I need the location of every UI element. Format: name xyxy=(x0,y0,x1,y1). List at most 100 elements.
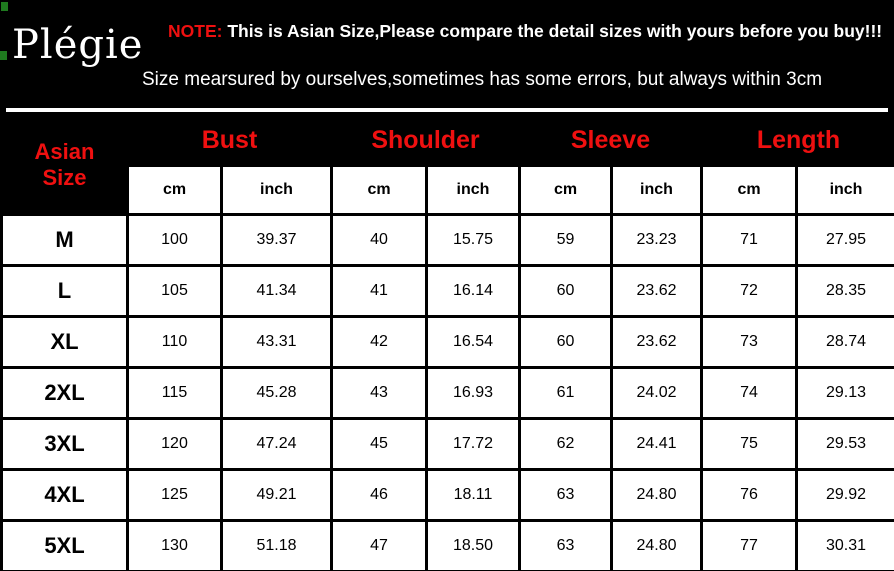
size-table-container: Asian Size Bust Shoulder Sleeve Length c… xyxy=(0,113,894,571)
cell-shoulder-inch: 15.75 xyxy=(425,213,521,267)
cell-shoulder-cm: 42 xyxy=(330,315,428,369)
cell-length-inch: 27.95 xyxy=(794,213,894,267)
header-banner: Plégie NOTE: This is Asian Size,Please c… xyxy=(0,0,894,110)
header-group-bust: Bust xyxy=(126,113,333,167)
cell-bust-cm: 120 xyxy=(126,417,223,471)
cell-length-cm: 72 xyxy=(700,264,798,318)
cell-sleeve-inch: 24.41 xyxy=(610,417,703,471)
cell-sleeve-inch: 23.23 xyxy=(610,213,703,267)
cell-length-inch: 28.35 xyxy=(794,264,894,318)
table-row: XL 110 43.31 42 16.54 60 23.62 73 28.74 xyxy=(0,315,894,369)
cell-sleeve-inch: 23.62 xyxy=(610,315,703,369)
table-header: Asian Size Bust Shoulder Sleeve Length c… xyxy=(0,113,894,216)
header-row-groups: Asian Size Bust Shoulder Sleeve Length xyxy=(0,113,894,216)
header-divider xyxy=(6,108,888,112)
cell-sleeve-inch: 24.80 xyxy=(610,468,703,522)
note-line-2: Size mearsured by ourselves,sometimes ha… xyxy=(142,69,823,90)
cell-sleeve-cm: 62 xyxy=(518,417,613,471)
cell-size-label: 3XL xyxy=(0,417,129,471)
table-row: 3XL 120 47.24 45 17.72 62 24.41 75 29.53 xyxy=(0,417,894,471)
note-keyword: NOTE: xyxy=(168,21,223,41)
header-group-length: Length xyxy=(699,113,894,167)
cell-length-inch: 29.53 xyxy=(794,417,894,471)
header-row-units: cm inch cm inch cm inch cm inch xyxy=(2,164,894,216)
header-unit-bust-cm: cm xyxy=(126,164,223,216)
green-artifact-icon xyxy=(0,51,7,60)
cell-bust-inch: 43.31 xyxy=(220,315,333,369)
header-unit-bust-inch: inch xyxy=(220,164,333,216)
cell-sleeve-inch: 24.80 xyxy=(610,519,703,571)
cell-shoulder-cm: 43 xyxy=(330,366,428,420)
cell-size-label: 4XL xyxy=(0,468,129,522)
cell-shoulder-inch: 16.93 xyxy=(425,366,521,420)
table-row: 4XL 125 49.21 46 18.11 63 24.80 76 29.92 xyxy=(0,468,894,522)
cell-bust-cm: 130 xyxy=(126,519,223,571)
cell-sleeve-inch: 24.02 xyxy=(610,366,703,420)
cell-shoulder-cm: 41 xyxy=(330,264,428,318)
cell-bust-inch: 51.18 xyxy=(220,519,333,571)
header-asian-size-line1: Asian xyxy=(34,138,95,164)
cell-bust-inch: 39.37 xyxy=(220,213,333,267)
cell-length-inch: 28.74 xyxy=(794,315,894,369)
cell-shoulder-cm: 45 xyxy=(330,417,428,471)
cell-size-label: M xyxy=(0,213,129,267)
header-unit-shoulder-cm: cm xyxy=(330,164,428,216)
note-line-1-text: This is Asian Size,Please compare the de… xyxy=(222,21,883,41)
cell-sleeve-cm: 63 xyxy=(518,519,613,571)
header-asian-size-line2: Size xyxy=(42,164,87,190)
cell-shoulder-inch: 18.50 xyxy=(425,519,521,571)
table-body: M 100 39.37 40 15.75 59 23.23 71 27.95 L… xyxy=(0,213,894,571)
cell-bust-inch: 45.28 xyxy=(220,366,333,420)
cell-sleeve-cm: 59 xyxy=(518,213,613,267)
cell-size-label: XL xyxy=(0,315,129,369)
cell-size-label: 5XL xyxy=(0,519,129,571)
cell-bust-inch: 47.24 xyxy=(220,417,333,471)
cell-shoulder-cm: 46 xyxy=(330,468,428,522)
header-group-sleeve: Sleeve xyxy=(518,113,703,167)
cell-bust-cm: 105 xyxy=(126,264,223,318)
size-chart-table: Asian Size Bust Shoulder Sleeve Length c… xyxy=(0,113,894,571)
cell-sleeve-inch: 23.62 xyxy=(610,264,703,318)
cell-length-inch: 29.92 xyxy=(794,468,894,522)
header-asian-size: Asian Size xyxy=(0,113,129,216)
cell-size-label: L xyxy=(0,264,129,318)
cell-size-label: 2XL xyxy=(0,366,129,420)
header-unit-sleeve-cm: cm xyxy=(518,164,613,216)
header-unit-sleeve-inch: inch xyxy=(610,164,703,216)
header-unit-shoulder-inch: inch xyxy=(425,164,521,216)
table-row: 2XL 115 45.28 43 16.93 61 24.02 74 29.13 xyxy=(0,366,894,420)
cell-sleeve-cm: 60 xyxy=(518,264,613,318)
brand-logo: Plégie xyxy=(12,22,144,68)
cell-shoulder-cm: 47 xyxy=(330,519,428,571)
cell-sleeve-cm: 60 xyxy=(518,315,613,369)
cell-bust-inch: 41.34 xyxy=(220,264,333,318)
table-row: M 100 39.37 40 15.75 59 23.23 71 27.95 xyxy=(0,213,894,267)
header-unit-length-cm: cm xyxy=(700,164,798,216)
cell-length-cm: 71 xyxy=(700,213,798,267)
header-unit-length-inch: inch xyxy=(794,164,894,216)
cell-length-inch: 30.31 xyxy=(794,519,894,571)
cell-length-inch: 29.13 xyxy=(794,366,894,420)
cell-length-cm: 73 xyxy=(700,315,798,369)
table-row: L 105 41.34 41 16.14 60 23.62 72 28.35 xyxy=(0,264,894,318)
cell-bust-cm: 110 xyxy=(126,315,223,369)
cell-shoulder-inch: 17.72 xyxy=(425,417,521,471)
note-line-1: NOTE: This is Asian Size,Please compare … xyxy=(168,20,884,42)
cell-length-cm: 74 xyxy=(700,366,798,420)
cell-shoulder-cm: 40 xyxy=(330,213,428,267)
cell-shoulder-inch: 18.11 xyxy=(425,468,521,522)
cell-bust-cm: 115 xyxy=(126,366,223,420)
green-artifact-icon xyxy=(1,2,8,11)
cell-length-cm: 75 xyxy=(700,417,798,471)
cell-sleeve-cm: 61 xyxy=(518,366,613,420)
cell-sleeve-cm: 63 xyxy=(518,468,613,522)
cell-bust-cm: 100 xyxy=(126,213,223,267)
cell-length-cm: 76 xyxy=(700,468,798,522)
cell-length-cm: 77 xyxy=(700,519,798,571)
cell-bust-inch: 49.21 xyxy=(220,468,333,522)
table-row: 5XL 130 51.18 47 18.50 63 24.80 77 30.31 xyxy=(0,519,894,571)
cell-bust-cm: 125 xyxy=(126,468,223,522)
cell-shoulder-inch: 16.54 xyxy=(425,315,521,369)
header-group-shoulder: Shoulder xyxy=(330,113,521,167)
